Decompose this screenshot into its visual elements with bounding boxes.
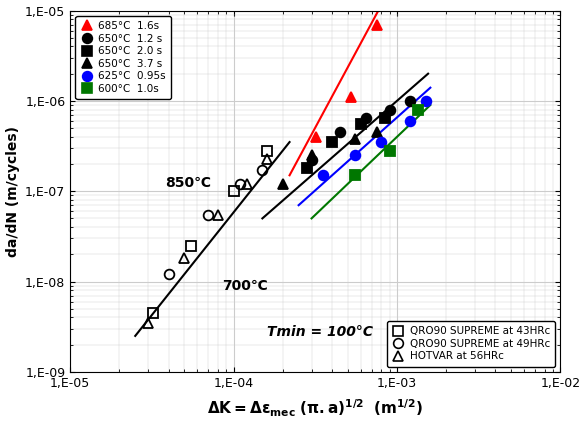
Text: 850℃: 850℃ bbox=[165, 176, 211, 190]
Text: Tmin = 100°C: Tmin = 100°C bbox=[267, 325, 373, 339]
X-axis label: $\mathbf{\Delta K = \Delta\varepsilon_{mec}}$ $\mathbf{(\pi.a)^{1/2}}$  $\mathbf: $\mathbf{\Delta K = \Delta\varepsilon_{m… bbox=[207, 398, 423, 419]
Y-axis label: da/dN (m/cycles): da/dN (m/cycles) bbox=[5, 126, 19, 257]
Text: 700℃: 700℃ bbox=[222, 279, 268, 293]
Legend: QRO90 SUPREME at 43HRc, QRO90 SUPREME at 49HRc, HOTVAR at 56HRc: QRO90 SUPREME at 43HRc, QRO90 SUPREME at… bbox=[387, 321, 555, 367]
